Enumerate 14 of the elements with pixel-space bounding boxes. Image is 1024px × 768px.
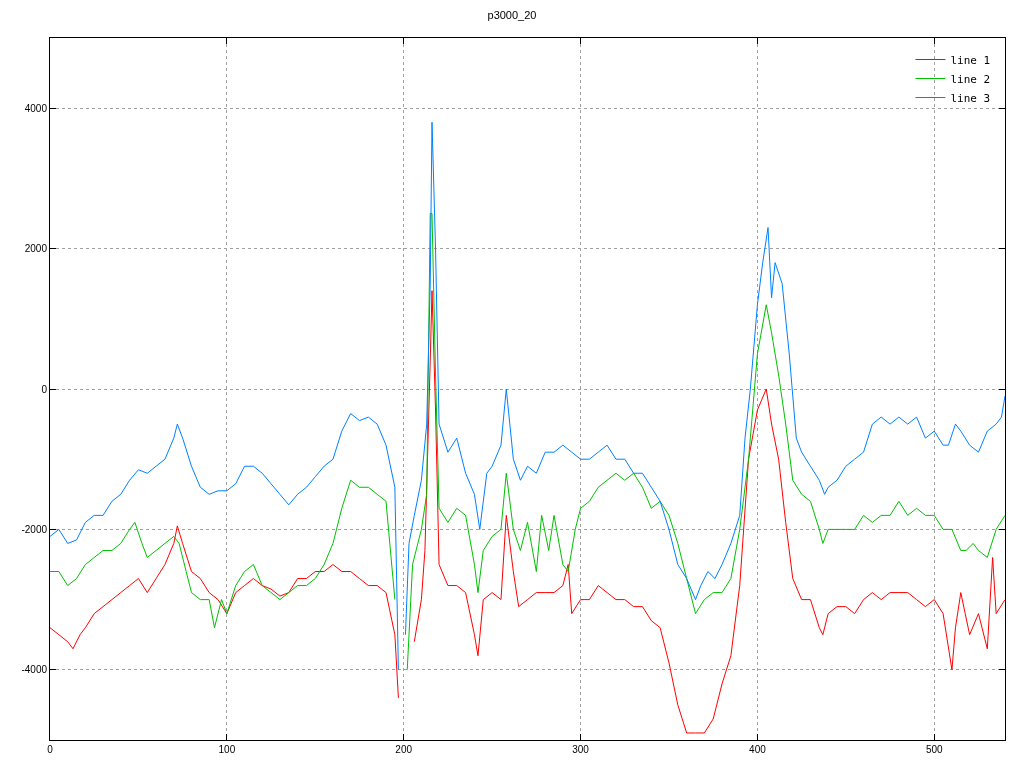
x-tick-label: 100 [218,744,236,755]
y-tick-label: -4000 [21,664,48,676]
x-tick-label: 500 [925,744,944,755]
x-tick-label: 200 [395,744,413,755]
legend-label: line 1 [950,53,991,67]
legend-label: line 2 [950,72,991,86]
y-tick-label: 4000 [24,102,48,114]
y-tick-label: -2000 [21,523,48,535]
chart-title: p3000_20 [487,9,537,22]
y-tick-label: 0 [41,383,48,395]
legend-label: line 3 [950,91,991,105]
y-tick-label: 2000 [24,243,48,255]
x-tick-label: 400 [749,744,767,755]
x-tick-label: 300 [572,744,590,755]
